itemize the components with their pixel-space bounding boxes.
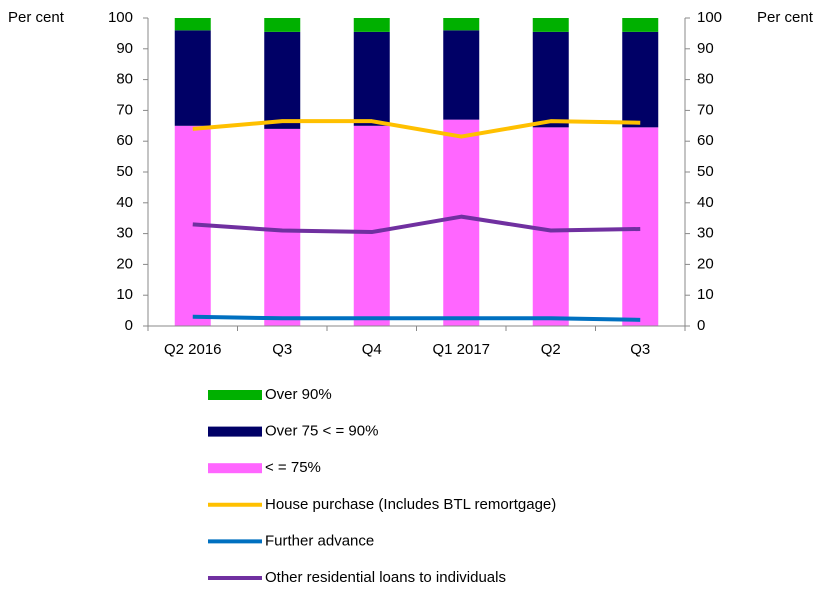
- legend-label: < = 75%: [265, 459, 321, 476]
- bar-segment: [353, 31, 390, 126]
- y-tick-label: 10: [116, 286, 133, 303]
- line-series: [192, 214, 641, 235]
- y2-tick-label: 10: [697, 286, 714, 303]
- line-series: [192, 314, 641, 322]
- bar-segment: [264, 31, 301, 129]
- bar-segment: [264, 128, 301, 326]
- x-tick-label: Q3: [630, 341, 650, 358]
- y-tick-label: 80: [116, 71, 133, 88]
- x-tick-label: Q2 2016: [164, 341, 222, 358]
- y2-tick-label: 90: [697, 40, 714, 57]
- y-tick-label: 100: [108, 9, 133, 26]
- legend-label: Further advance: [265, 532, 374, 549]
- y-tick-label: 70: [116, 101, 133, 118]
- y2-tick-label: 100: [697, 9, 722, 26]
- y2-tick-label: 70: [697, 101, 714, 118]
- y2-tick-label: 50: [697, 163, 714, 180]
- y2-tick-label: 60: [697, 132, 714, 149]
- legend-label: Other residential loans to individuals: [265, 569, 506, 586]
- bar-segment: [622, 127, 659, 326]
- legend-label: Over 90%: [265, 386, 332, 403]
- y2-tick-label: 40: [697, 194, 714, 211]
- x-tick-label: Q3: [272, 341, 292, 358]
- bar-segment: [264, 18, 301, 32]
- y2-tick-label: 30: [697, 225, 714, 242]
- y-tick-label: 60: [116, 132, 133, 149]
- y2-tick-label: 80: [697, 71, 714, 88]
- y-tick-label: 90: [116, 40, 133, 57]
- y-axis-label: Per cent: [8, 9, 65, 26]
- y2-axis-label: Per cent: [757, 9, 814, 26]
- bar-segment: [443, 18, 480, 31]
- y-tick-label: 40: [116, 194, 133, 211]
- y-tick-label: 50: [116, 163, 133, 180]
- y2-tick-label: 0: [697, 317, 705, 334]
- legend-label: Over 75 < = 90%: [265, 423, 378, 440]
- legend-label: House purchase (Includes BTL remortgage): [265, 496, 556, 513]
- bar-segment: [353, 125, 390, 326]
- x-tick-label: Q1 2017: [432, 341, 490, 358]
- legend-swatch: [208, 426, 262, 437]
- bar-segment: [532, 31, 569, 128]
- y-tick-label: 20: [116, 255, 133, 272]
- y-tick-label: 30: [116, 225, 133, 242]
- bar-segment: [174, 30, 211, 126]
- x-tick-label: Q2: [541, 341, 561, 358]
- x-tick-label: Q4: [362, 341, 382, 358]
- line-series: [192, 119, 641, 139]
- legend-swatch: [208, 463, 262, 474]
- bar-segment: [443, 119, 480, 326]
- bar-segment: [174, 18, 211, 31]
- legend-swatch: [208, 390, 262, 400]
- bar-segment: [532, 18, 569, 32]
- bar-segment: [622, 18, 659, 32]
- y-tick-label: 0: [125, 317, 133, 334]
- bar-segment: [622, 31, 659, 128]
- bar-segment: [443, 30, 480, 120]
- y2-tick-label: 20: [697, 255, 714, 272]
- bar-segment: [353, 18, 390, 32]
